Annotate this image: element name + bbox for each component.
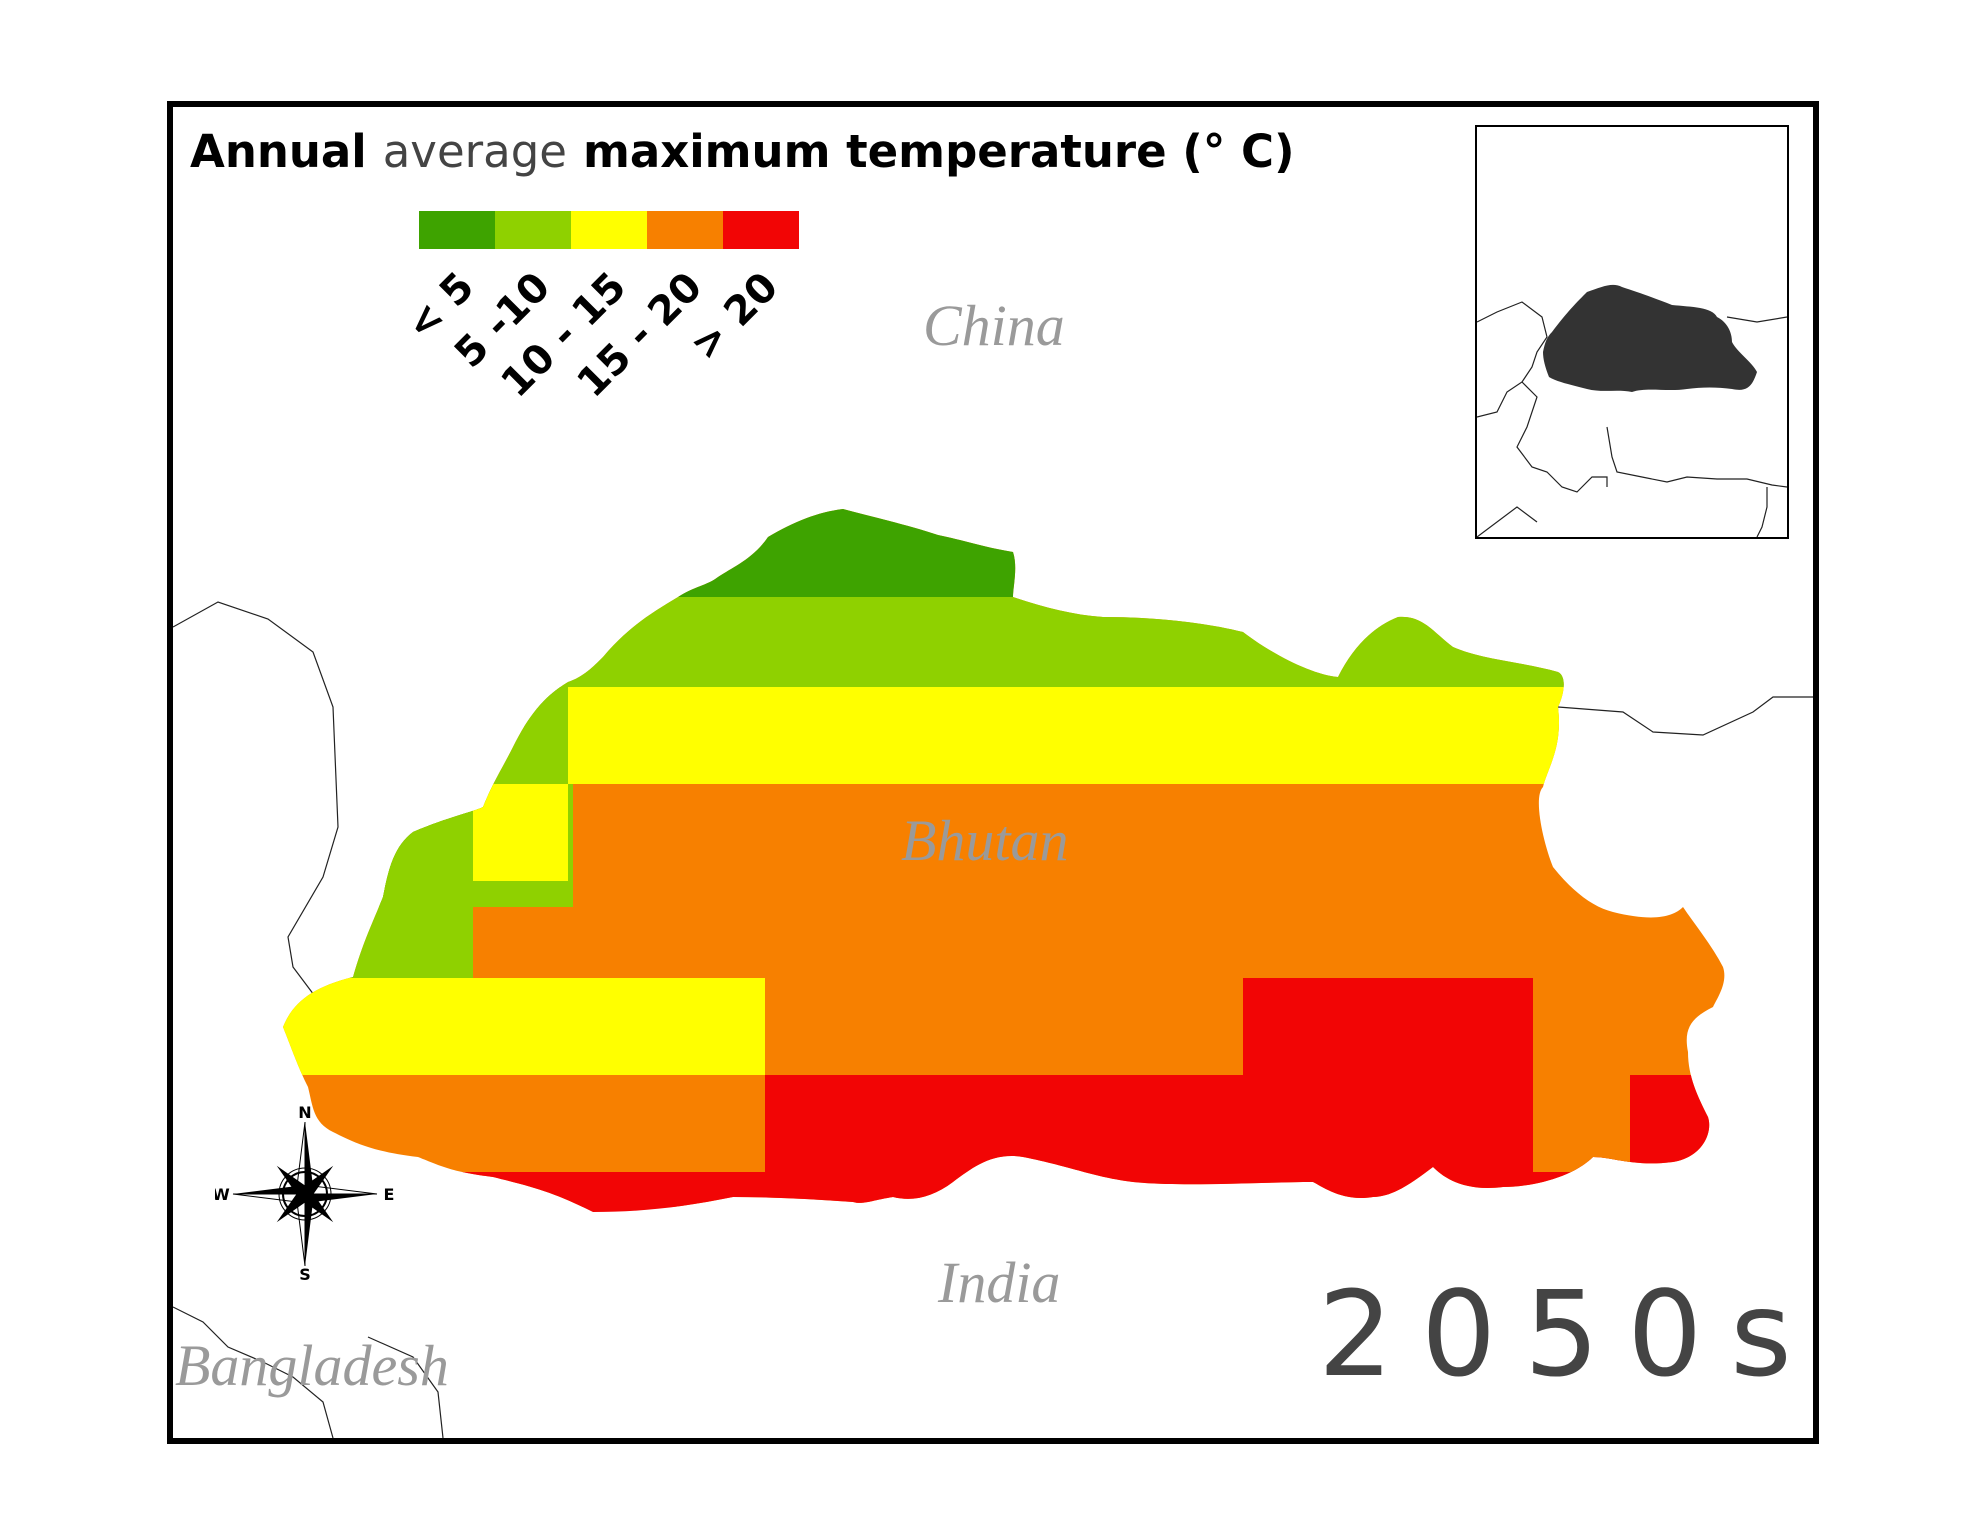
title-part-main: maximum temperature (° C) (582, 125, 1295, 178)
label-bhutan: Bhutan (901, 808, 1069, 873)
compass-e: E (384, 1185, 395, 1204)
map-frame: Annual average maximum temperature (° C) <… (167, 101, 1819, 1444)
compass-s: S (299, 1265, 311, 1282)
legend-swatch-2 (571, 211, 647, 249)
map-title: Annual average maximum temperature (° C) (190, 125, 1295, 178)
compass-w: W (215, 1185, 230, 1204)
legend-swatch-1 (495, 211, 571, 249)
legend-swatch-4 (723, 211, 799, 249)
legend-swatch-0 (419, 211, 495, 249)
title-part-annual: Annual (190, 125, 367, 178)
compass-rose-icon: N S E W (215, 1103, 395, 1282)
label-china: China (923, 293, 1065, 358)
compass-n: N (298, 1103, 311, 1122)
inset-map-svg (1476, 284, 1788, 538)
title-part-average: average (382, 125, 567, 178)
temperature-map (173, 509, 1813, 1438)
period-label: 2050s (1318, 1265, 1819, 1403)
locator-inset-map (1475, 125, 1789, 539)
legend-swatch-3 (647, 211, 723, 249)
legend (419, 211, 799, 249)
label-bangladesh: Bangladesh (175, 1333, 449, 1398)
label-india: India (938, 1250, 1061, 1315)
inset-bhutan-highlight (1543, 284, 1757, 392)
